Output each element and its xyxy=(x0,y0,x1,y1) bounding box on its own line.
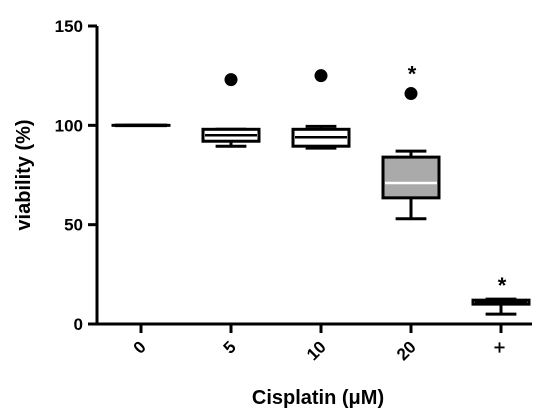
box-iqr xyxy=(381,155,441,200)
significance-marker: * xyxy=(498,273,507,298)
y-tick-label: 0 xyxy=(74,315,83,334)
x-ticks: 0 5 10 20 × xyxy=(130,324,510,364)
y-axis-label: viability (%) xyxy=(13,119,35,230)
box-2 xyxy=(291,69,351,150)
y-tick-label: 150 xyxy=(55,17,83,36)
axes xyxy=(95,26,532,326)
outlier-point xyxy=(404,87,418,101)
box-1 xyxy=(201,73,261,148)
y-ticks: 0 50 100 150 xyxy=(55,17,97,334)
box-4: * xyxy=(471,273,531,316)
significance-marker: * xyxy=(408,62,417,87)
x-tick-label: × xyxy=(489,337,510,358)
x-tick-label: 5 xyxy=(220,337,240,357)
x-tick-label: 10 xyxy=(303,337,330,364)
box-3: * xyxy=(381,62,441,221)
outlier-point xyxy=(224,73,238,87)
x-tick-label: 0 xyxy=(130,337,150,357)
outlier-point xyxy=(314,69,328,83)
x-tick-label: 20 xyxy=(393,337,420,364)
y-tick-label: 50 xyxy=(64,216,83,235)
y-tick-label: 100 xyxy=(55,116,83,135)
x-axis-label: Cisplatin (μM) xyxy=(252,387,384,409)
boxes: ** xyxy=(111,62,531,316)
